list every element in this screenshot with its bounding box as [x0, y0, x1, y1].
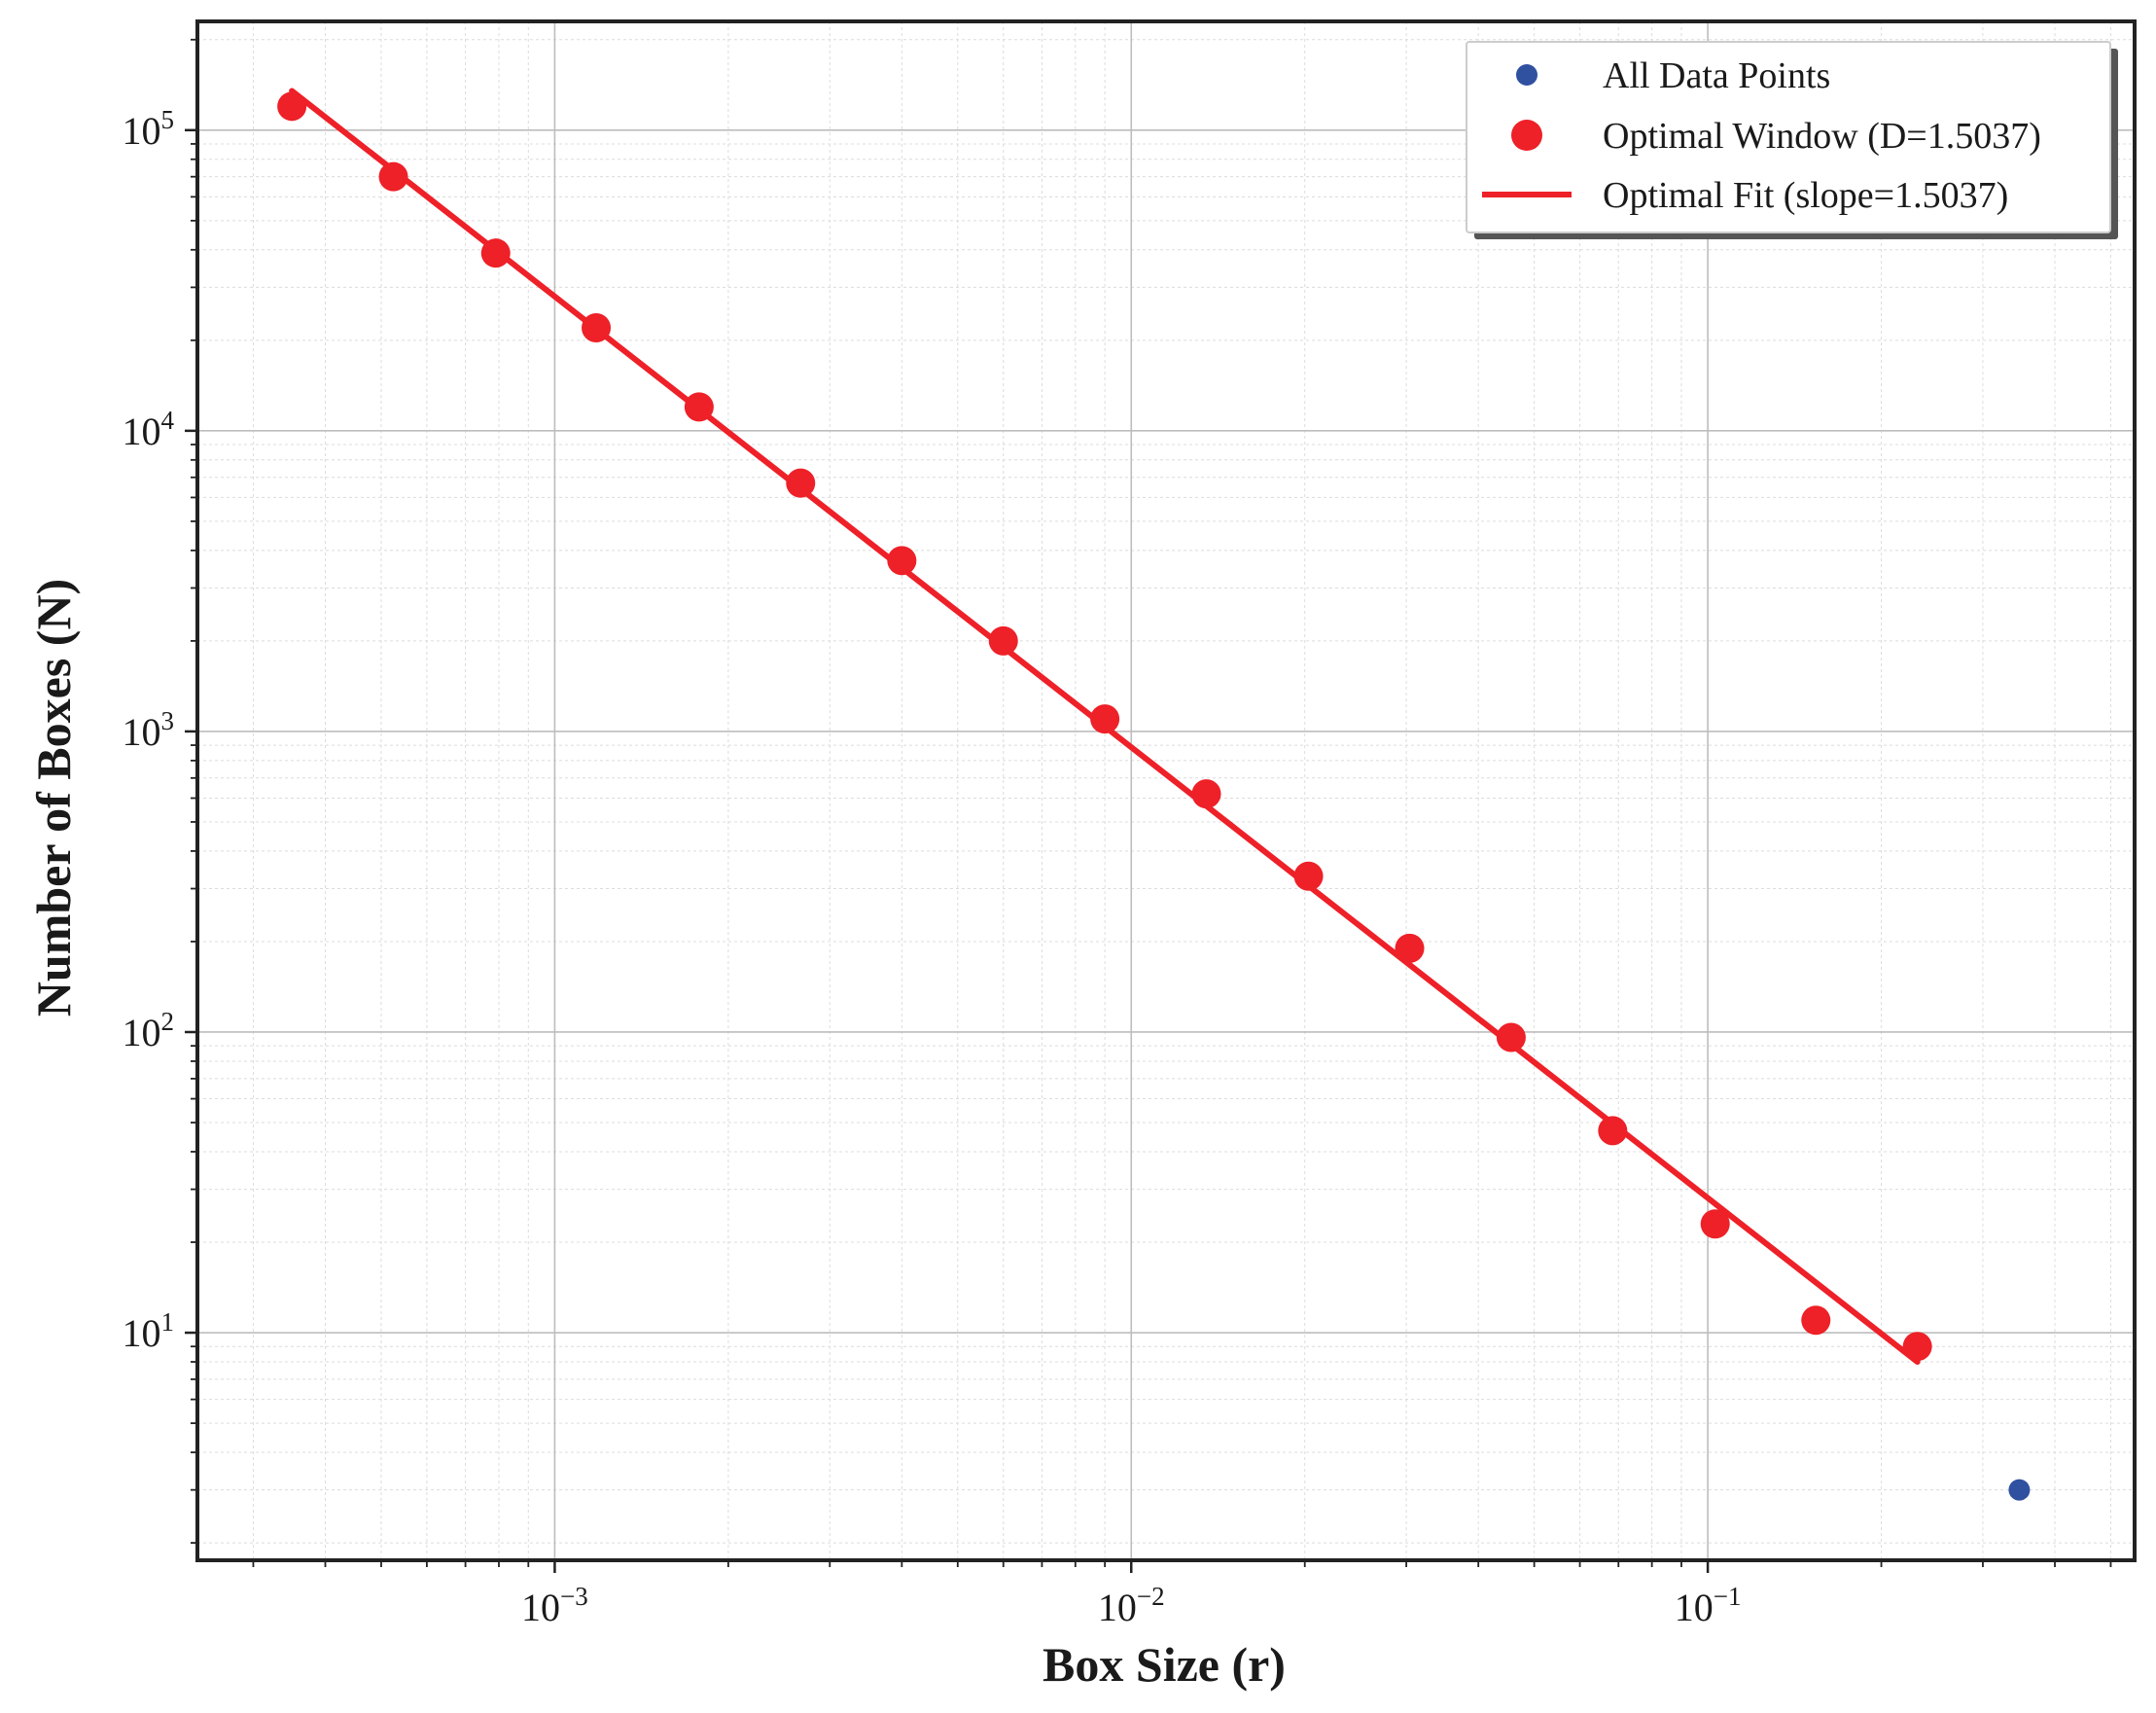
- x-axis-title: Box Size (r): [1043, 1637, 1286, 1692]
- optimal-window-point: [1598, 1116, 1628, 1146]
- x-tick-labels: 10−3 10−2 10−1: [521, 1582, 1741, 1629]
- optimal-window-point: [277, 91, 307, 122]
- major-grid: [197, 21, 2135, 1560]
- optimal-window-point: [786, 468, 816, 498]
- optimal-window-point: [1496, 1022, 1526, 1053]
- optimal-window-point: [887, 546, 917, 576]
- optimal-window-point: [378, 161, 408, 192]
- legend: All Data Points Optimal Window (D=1.5037…: [1466, 41, 2118, 239]
- y-axis-title: Number of Boxes (N): [26, 579, 81, 1017]
- legend-label-all-data-points: All Data Points: [1603, 55, 1830, 96]
- optimal-window-point: [1090, 704, 1120, 734]
- x-tick-label: 10−2: [1098, 1582, 1165, 1629]
- legend-marker-all-data-points: [1516, 64, 1537, 86]
- optimal-window-point: [1191, 779, 1221, 809]
- axis-ticks: [185, 38, 2112, 1573]
- x-tick-label: 10−3: [521, 1582, 588, 1629]
- y-tick-label: 102: [123, 1007, 175, 1054]
- y-tick-label: 101: [123, 1307, 175, 1355]
- optimal-window-point: [1700, 1209, 1730, 1239]
- minor-grid: [197, 21, 2135, 1560]
- optimal-window-point: [684, 392, 714, 422]
- plot-frame: [195, 19, 2137, 1562]
- y-tick-label: 103: [123, 706, 175, 754]
- optimal-window-point: [480, 238, 511, 268]
- x-tick-label: 10−1: [1675, 1582, 1742, 1629]
- optimal-window-point: [1801, 1305, 1831, 1336]
- optimal-window-point: [1902, 1332, 1932, 1362]
- data-point: [2008, 1479, 2031, 1501]
- legend-box: [1466, 41, 2111, 233]
- legend-label-optimal-window: Optimal Window (D=1.5037): [1603, 116, 2041, 157]
- optimal-window-point: [1395, 933, 1425, 963]
- optimal-window-point: [988, 625, 1018, 656]
- legend-marker-optimal-window: [1511, 120, 1542, 151]
- y-tick-label: 105: [123, 105, 175, 153]
- y-tick-labels: 101 102 103 104 105: [123, 105, 175, 1355]
- legend-label-optimal-fit: Optimal Fit (slope=1.5037): [1603, 175, 2008, 216]
- optimal-window-point: [582, 313, 612, 343]
- y-tick-label: 104: [123, 406, 175, 453]
- optimal-window-point: [1293, 861, 1324, 891]
- data-points-layer: [277, 91, 2031, 1501]
